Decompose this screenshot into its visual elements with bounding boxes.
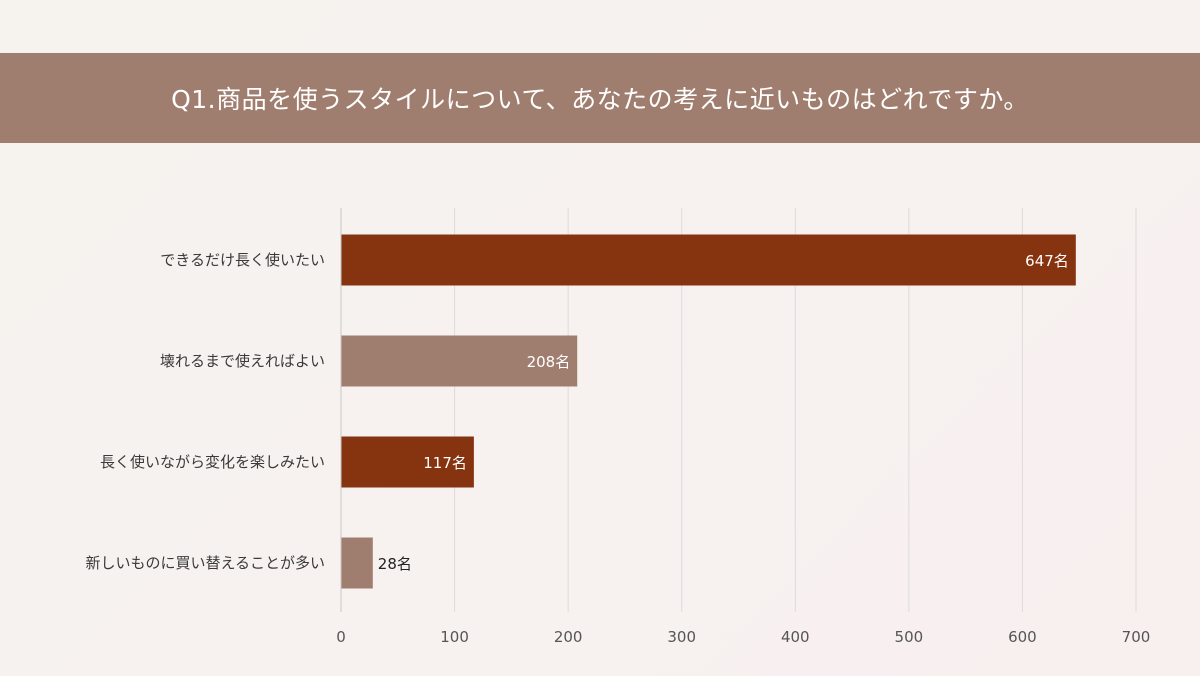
data-label: 28名	[378, 555, 412, 573]
x-tick-label: 500	[895, 628, 924, 646]
bar	[341, 335, 578, 387]
category-label: 新しいものに買い替えることが多い	[85, 554, 325, 572]
x-tick-label: 300	[667, 628, 696, 646]
bar	[341, 234, 1076, 286]
chart-title: Q1.商品を使うスタイルについて、あなたの考えに近いものはどれですか。	[171, 85, 1029, 114]
x-tick-label: 400	[781, 628, 810, 646]
bar	[341, 537, 373, 589]
category-label: 壊れるまで使えればよい	[160, 352, 325, 370]
data-label: 208名	[527, 353, 571, 371]
title-banner: Q1.商品を使うスタイルについて、あなたの考えに近いものはどれですか。	[0, 53, 1200, 143]
category-label: 長く使いながら変化を楽しみたい	[100, 453, 325, 471]
x-tick-label: 0	[336, 628, 346, 646]
x-tick-label: 600	[1008, 628, 1037, 646]
category-label: できるだけ長く使いたい	[160, 251, 325, 269]
data-label: 117名	[423, 454, 467, 472]
bar	[341, 436, 474, 488]
x-tick-label: 100	[440, 628, 469, 646]
x-tick-label: 700	[1122, 628, 1151, 646]
x-tick-label: 200	[554, 628, 583, 646]
data-label: 647名	[1025, 252, 1069, 270]
